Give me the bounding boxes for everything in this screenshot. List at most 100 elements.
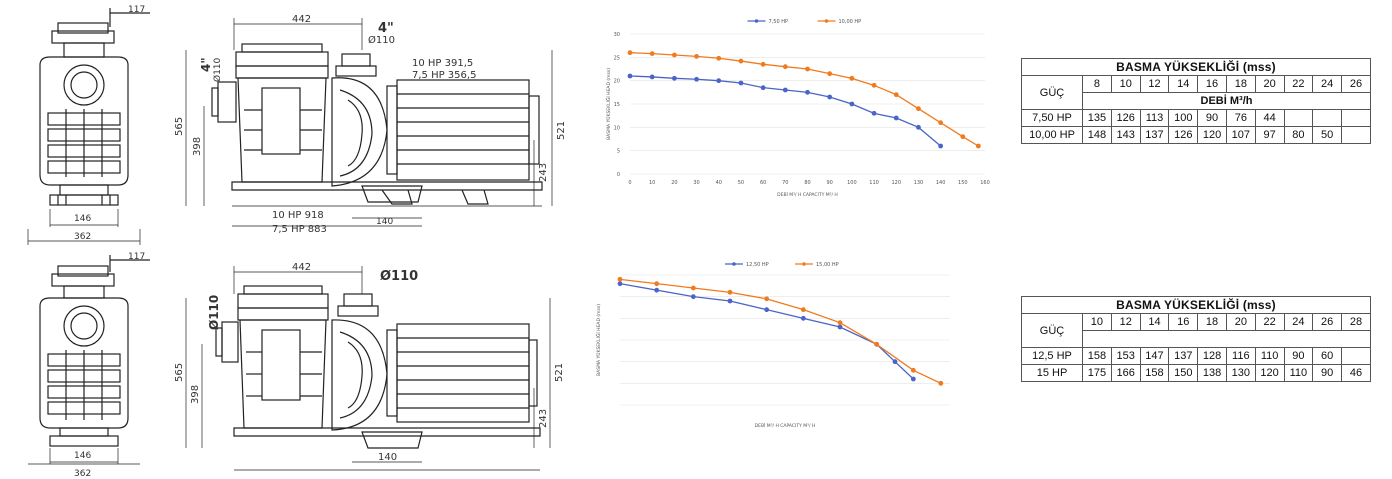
flow-cell (1312, 109, 1343, 127)
data-point (938, 380, 944, 386)
data-point (654, 287, 660, 293)
data-point (738, 80, 744, 86)
legend-label: 15,00 HP (816, 262, 839, 268)
flow-cell: 60 (1312, 347, 1343, 365)
power-cell: 7,50 HP (1020, 109, 1084, 127)
x-tick-label: 70 (782, 180, 788, 186)
dim-height-total: 565 (174, 363, 185, 382)
y-tick-label: 20 (614, 79, 620, 85)
data-point (800, 315, 806, 321)
data-point (738, 58, 744, 64)
flow-cell: 137 (1139, 126, 1170, 144)
x-tick-label: 50 (738, 180, 744, 186)
data-point (938, 120, 944, 126)
head-cell: 14 (1168, 75, 1199, 93)
head-cell: 10 (1082, 313, 1112, 331)
dim-length-top: 442 (292, 14, 311, 25)
flow-cell (1283, 109, 1314, 127)
flow-cell: 158 (1082, 347, 1112, 365)
data-point (727, 298, 733, 304)
x-tick-label: 140 (936, 180, 946, 186)
flow-cell: 90 (1283, 347, 1314, 365)
dim-height-mid: 398 (190, 385, 201, 404)
y-tick-label: 25 (614, 55, 620, 61)
x-tick-label: 80 (804, 180, 810, 186)
flow-cell: 147 (1139, 347, 1170, 365)
dim-base-inner: 146 (74, 214, 91, 224)
dim-motor-75hp: 7,5 HP 356,5 (412, 70, 476, 81)
power-cell: 12,5 HP (1020, 347, 1084, 365)
dim-foot-spacing: 140 (376, 217, 393, 227)
flow-cell (1341, 109, 1371, 127)
flow-cell: 150 (1168, 364, 1199, 382)
y-tick-label: 5 (617, 149, 620, 155)
spec-table-12-15hp: BASMA YÜKSEKLİĞİ (mss) GÜÇ 10 12 14 16 1… (1020, 296, 1371, 382)
legend-label: 12,50 HP (746, 262, 769, 268)
dim-base-inner: 146 (74, 451, 91, 461)
data-point (617, 276, 623, 282)
data-point (827, 94, 833, 100)
data-point (782, 87, 788, 93)
head-cell: 20 (1254, 75, 1285, 93)
data-point (837, 320, 843, 326)
performance-chart-7-10hp: 0 5 10 15 20 25 30 0 10 20 30 40 50 60 70 80 90 100 110 120… (605, 19, 990, 198)
x-tick-label: 120 (891, 180, 901, 186)
power-cell: 15 HP (1020, 364, 1084, 382)
power-cell: 10,00 HP (1020, 126, 1084, 144)
flow-cell: 100 (1168, 109, 1199, 127)
flow-cell: 76 (1225, 109, 1256, 127)
series-line (619, 283, 914, 380)
x-tick-label: 40 (716, 180, 722, 186)
head-cell: 20 (1225, 313, 1256, 331)
x-tick-label: 130 (914, 180, 924, 186)
head-cell: 18 (1225, 75, 1256, 93)
data-point (671, 75, 677, 81)
dim-length-top: 442 (292, 262, 311, 273)
x-tick-label: 30 (693, 180, 699, 186)
flow-cell: 158 (1139, 364, 1170, 382)
data-point (764, 307, 770, 313)
flow-cell: 44 (1254, 109, 1285, 127)
data-point (627, 50, 633, 56)
dim-port-dia: Ø110 (368, 34, 395, 46)
dim-len-75hp: 7,5 HP 883 (272, 224, 327, 235)
data-point (874, 341, 880, 347)
flow-cell: 148 (1082, 126, 1112, 144)
legend-marker (802, 262, 806, 266)
head-cell: 14 (1139, 313, 1170, 331)
table-row: 12,5 HP 158 153 147 137 128 116 110 90 6… (1020, 347, 1371, 365)
data-point (764, 296, 770, 302)
dim-height-total: 565 (174, 117, 185, 136)
dim-foot-spacing: 140 (378, 452, 397, 463)
head-cell: 12 (1139, 75, 1170, 93)
flow-cell: 116 (1225, 347, 1256, 365)
dim-port-size: 4" (378, 21, 394, 36)
data-point (871, 82, 877, 88)
head-cell: 22 (1283, 75, 1314, 93)
data-point (694, 76, 699, 82)
flow-cell: 126 (1110, 109, 1141, 127)
flow-cell: 135 (1082, 109, 1112, 127)
head-cell: 24 (1283, 313, 1314, 331)
dim-top-offset: 117 (128, 252, 145, 262)
table-title: BASMA YÜKSEKLİĞİ (mss) (1021, 296, 1371, 314)
data-point (716, 78, 722, 84)
data-point (690, 285, 696, 291)
data-point (805, 66, 810, 72)
dim-height-mid: 398 (192, 137, 203, 156)
data-point (910, 376, 916, 382)
performance-chart-12-15hp: BASMA YÜKSEKLİĞİ HEAD (mss) DEBİ M³/ H CA… (595, 262, 950, 429)
dim-height-right: 521 (556, 121, 567, 140)
data-point (727, 289, 733, 295)
flow-cell: 120 (1197, 126, 1227, 144)
data-point (690, 294, 696, 300)
x-tick-label: 60 (760, 180, 766, 186)
head-cell: 18 (1197, 313, 1227, 331)
power-header: GÜÇ (1020, 313, 1084, 348)
flow-cell: 90 (1312, 364, 1343, 382)
x-tick-label: 90 (827, 180, 833, 186)
flow-cell: 143 (1110, 126, 1141, 144)
flow-cell: 153 (1110, 347, 1141, 365)
data-point (938, 143, 944, 149)
flow-cell (1341, 126, 1371, 144)
